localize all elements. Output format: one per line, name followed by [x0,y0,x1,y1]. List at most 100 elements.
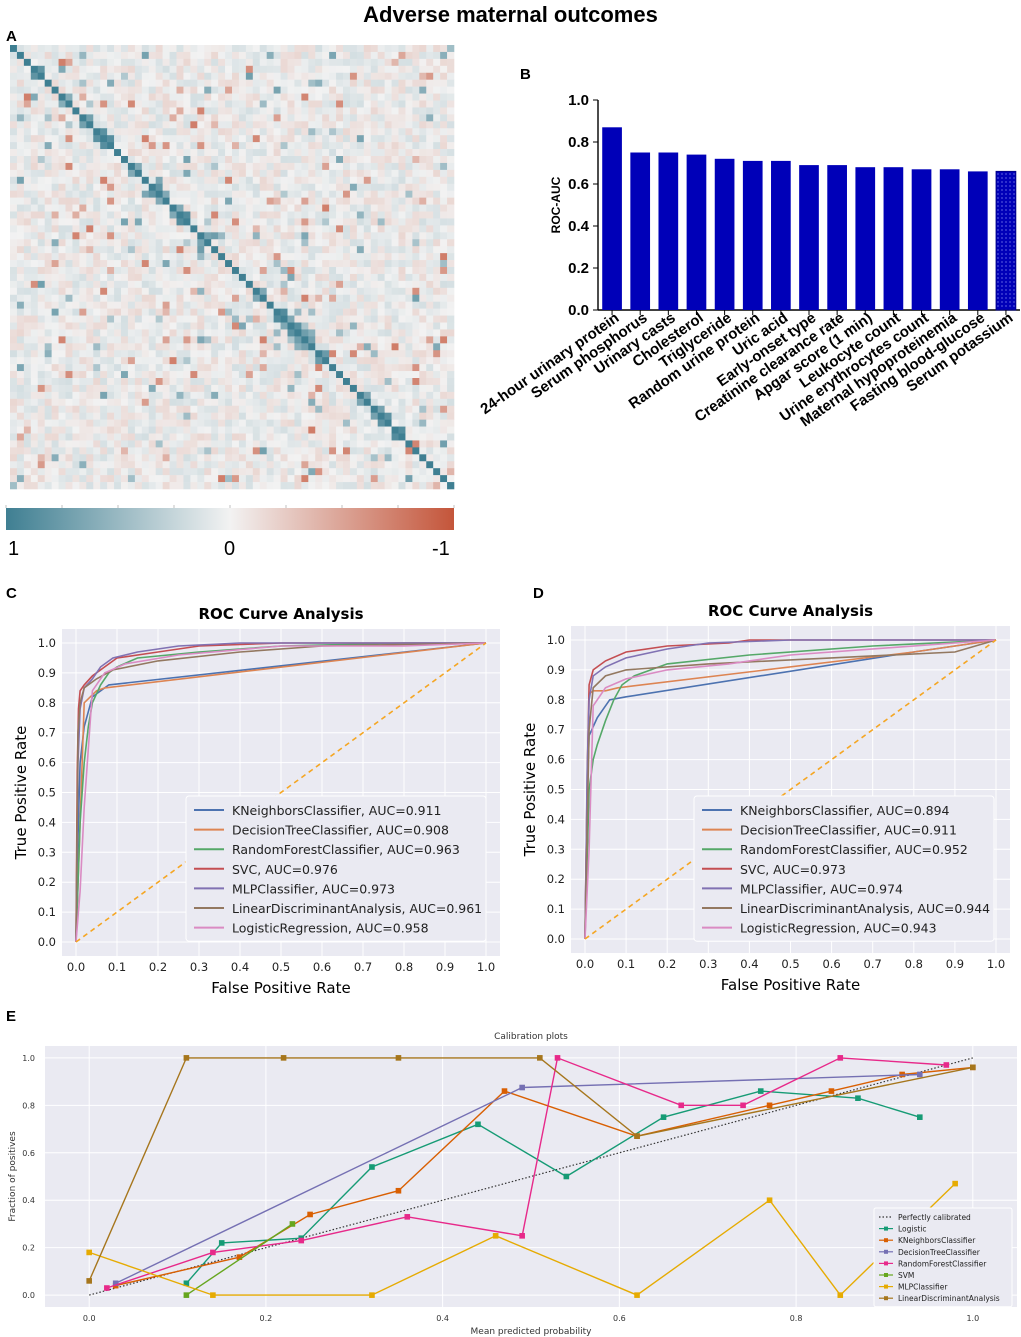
heatmap-cell [398,343,406,351]
heatmap-cell [204,107,212,115]
heatmap-cell [183,169,191,178]
heatmap-cell [37,329,45,337]
heatmap-cell [356,426,365,434]
heatmap-cell [86,100,94,108]
heatmap-cell [148,156,156,164]
heatmap-cell [294,142,302,150]
y-tick-label: 0.8 [22,1101,35,1110]
calibration-marker [757,1088,764,1094]
heatmap-cell [419,336,427,344]
heatmap-cell [155,343,163,351]
heatmap-cell [238,135,247,143]
heatmap-cell [294,121,302,129]
heatmap-cell [433,204,441,212]
heatmap-cell [245,93,254,101]
heatmap-cell [86,433,94,441]
heatmap-cell [100,45,108,53]
heatmap-cell [301,350,309,358]
heatmap-cell [148,301,156,309]
heatmap-cell [162,176,170,185]
heatmap-cell [232,176,240,185]
heatmap-cell [232,412,240,420]
heatmap-cell [44,412,52,420]
heatmap-cell [343,482,351,490]
heatmap-cell [266,280,274,289]
heatmap-cell [134,142,143,150]
heatmap-cell [287,72,295,80]
heatmap-cell [259,260,267,268]
heatmap-cell [169,86,177,94]
heatmap-cell [280,468,288,476]
heatmap-cell [232,162,240,171]
heatmap-cell [93,391,101,400]
heatmap-cell [183,204,191,212]
heatmap-cell [315,482,323,490]
heatmap-cell [391,72,399,80]
heatmap-cell [440,197,448,205]
heatmap-cell [169,426,177,434]
heatmap-cell [155,107,163,115]
heatmap-cell [259,107,267,115]
heatmap-cell [211,322,219,330]
heatmap-cell [433,183,441,191]
heatmap-cell [30,204,39,212]
heatmap-cell [72,149,80,157]
heatmap-cell [356,176,365,185]
heatmap-cell [370,454,378,462]
heatmap-cell [218,391,226,400]
heatmap-cell [433,211,441,219]
heatmap-cell [141,398,150,407]
heatmap-cell [315,218,323,226]
heatmap-cell [176,267,184,275]
heatmap-cell [384,433,392,441]
heatmap-cell [391,364,399,372]
heatmap-cell [363,107,372,115]
heatmap-cell [162,336,170,344]
heatmap-cell [349,142,358,150]
heatmap-cell [197,280,205,289]
heatmap-cell [169,384,177,393]
heatmap-cell [121,225,129,233]
heatmap-cell [252,183,261,191]
heatmap-cell [384,225,392,233]
heatmap-cell [65,100,73,108]
heatmap-cell [232,398,240,407]
heatmap-cell [266,121,274,129]
heatmap-cell [384,343,392,351]
heatmap-cell [238,468,247,476]
heatmap-cell [398,58,406,67]
roc-curve [75,642,487,943]
heatmap-cell [308,232,316,240]
heatmap-cell [426,308,434,316]
heatmap-cell [294,169,302,178]
heatmap-cell [211,86,219,94]
heatmap-cell [398,135,406,143]
heatmap-cell [114,440,122,448]
heatmap-cell [405,280,413,289]
heatmap-cell [10,72,18,80]
heatmap-cell [391,412,399,420]
heatmap-cell [322,371,330,379]
heatmap-cell [426,447,434,455]
heatmap-cell [315,253,323,261]
heatmap-cell [301,156,309,164]
heatmap-cell [280,322,288,330]
heatmap-cell [391,176,399,185]
heatmap-cell [72,114,80,122]
heatmap-cell [72,86,80,94]
heatmap-cell [412,211,420,219]
heatmap-cell [141,253,150,261]
heatmap-cell [315,287,323,296]
heatmap-cell [433,273,441,282]
heatmap-cell [141,364,150,372]
heatmap-cell [176,322,184,330]
heatmap-cell [398,204,406,212]
heatmap-cell [72,72,80,80]
heatmap-cell [93,65,101,74]
heatmap-cell [238,45,247,53]
heatmap-cell [141,329,150,337]
heatmap-cell [79,162,87,171]
heatmap-cell [308,475,316,483]
heatmap-cell [370,93,378,101]
heatmap-cell [10,461,18,469]
